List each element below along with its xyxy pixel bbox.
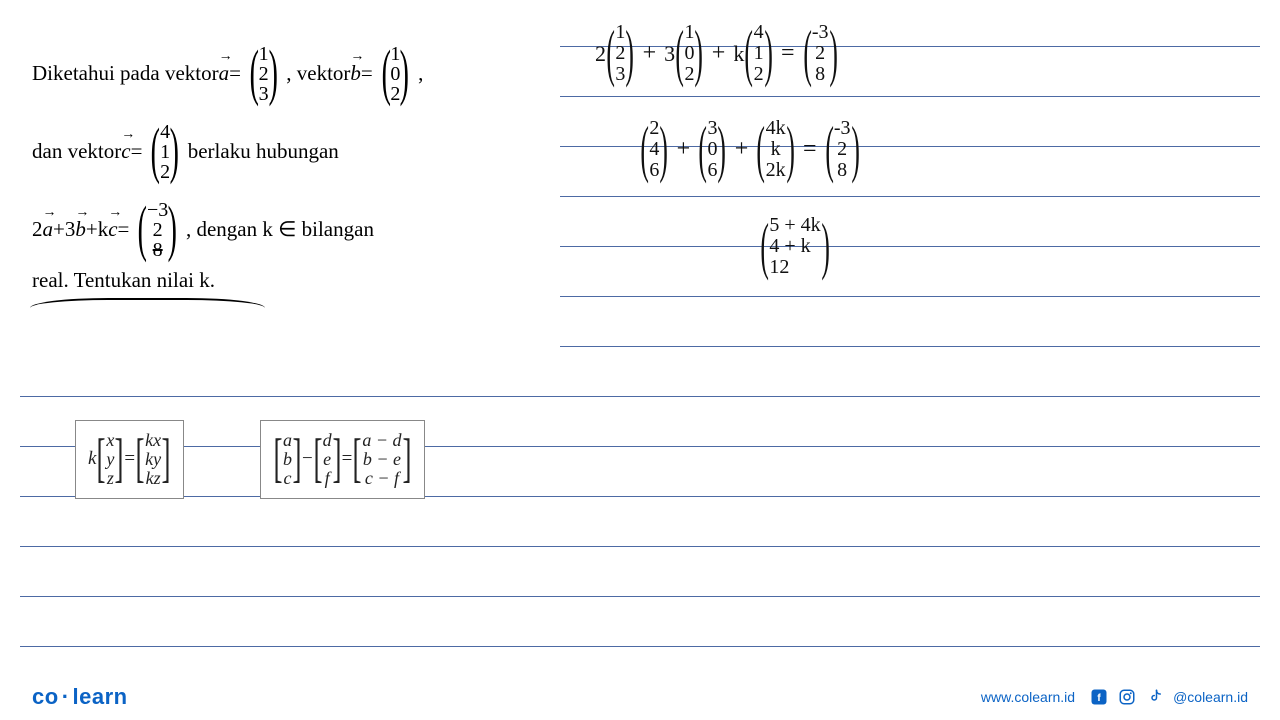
formula-box-subtraction: [ a b c ] − [ d e f ] = [ a − d b − e c … bbox=[260, 420, 425, 499]
text: real. Tentukan nilai k. bbox=[32, 266, 215, 295]
text: berlaku hubungan bbox=[188, 137, 339, 166]
text: , dengan k ∈ bilangan bbox=[186, 215, 374, 244]
k-label: k bbox=[88, 448, 96, 470]
text: dan vektor bbox=[32, 137, 121, 166]
text: , bbox=[418, 59, 423, 88]
social-handle: @colearn.id bbox=[1173, 689, 1248, 705]
vector-b: ( 1 0 2 ) bbox=[376, 44, 415, 104]
svg-text:f: f bbox=[1097, 692, 1101, 704]
social-icons: f @colearn.id bbox=[1089, 687, 1248, 707]
footer: co·learn www.colearn.id f @colearn.id bbox=[0, 674, 1280, 720]
formula-box-scalar-mult: k [ x y z ] = [ kx ky kz ] bbox=[75, 420, 184, 499]
coef-3: 3 bbox=[65, 215, 76, 244]
vector-a-label: → a bbox=[219, 59, 230, 88]
equals: = bbox=[342, 448, 353, 470]
vector-c: ( 4 1 2 ) bbox=[145, 122, 184, 182]
vector-b-label: → b bbox=[350, 59, 361, 88]
vector-c-label: → c bbox=[121, 137, 130, 166]
problem-text: Diketahui pada vektor → a = ( 1 2 3 ) , … bbox=[32, 44, 552, 301]
underline-annotation bbox=[30, 298, 265, 308]
text: Diketahui pada vektor bbox=[32, 59, 219, 88]
coef-k: k bbox=[98, 215, 109, 244]
handwriting-row-1: 2 ( 1 2 3 ) + 3 ( 1 0 2 ) + k ( 4 1 2 ) … bbox=[595, 22, 838, 85]
handwriting-row-2: ( 2 4 6 ) + ( 3 0 6 ) + ( 4k k 2k ) = ( … bbox=[640, 118, 860, 181]
brand-logo: co·learn bbox=[32, 684, 128, 710]
vector-b-label: → b bbox=[75, 215, 86, 244]
handwriting-row-3: ( 5 + 4k 4 + k 12 ) bbox=[760, 215, 830, 278]
minus: − bbox=[302, 448, 313, 470]
text: , vektor bbox=[286, 59, 350, 88]
vector-c-label: → c bbox=[108, 215, 117, 244]
vector-a: ( 1 2 3 ) bbox=[244, 44, 283, 104]
coef-2: 2 bbox=[32, 215, 43, 244]
vector-a-label: → a bbox=[43, 215, 54, 244]
tiktok-icon bbox=[1145, 687, 1165, 707]
equals: = bbox=[124, 448, 135, 470]
facebook-icon: f bbox=[1089, 687, 1109, 707]
instagram-icon bbox=[1117, 687, 1137, 707]
website-url: www.colearn.id bbox=[981, 689, 1075, 705]
vector-rhs: ( −3 2 8 ) bbox=[132, 200, 183, 260]
page-root: Diketahui pada vektor → a = ( 1 2 3 ) , … bbox=[0, 0, 1280, 720]
